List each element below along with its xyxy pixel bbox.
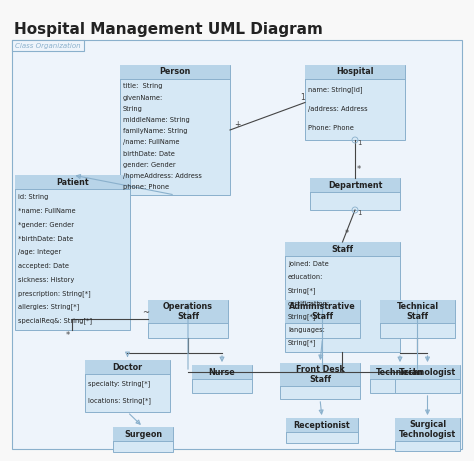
FancyBboxPatch shape	[370, 365, 430, 379]
Text: givenName:: givenName:	[123, 95, 163, 100]
Text: title:  String: title: String	[123, 83, 163, 89]
FancyBboxPatch shape	[286, 418, 358, 432]
Text: Front Desk
Staff: Front Desk Staff	[296, 365, 345, 384]
FancyBboxPatch shape	[113, 427, 173, 441]
Text: /age: Integer: /age: Integer	[18, 249, 61, 255]
FancyBboxPatch shape	[192, 365, 252, 379]
Text: *gender: Gender: *gender: Gender	[18, 222, 74, 228]
Text: *name: FullName: *name: FullName	[18, 208, 76, 214]
Text: prescription: String[*]: prescription: String[*]	[18, 290, 91, 297]
Text: birthDate: Date: birthDate: Date	[123, 151, 175, 157]
Text: 1: 1	[357, 210, 362, 216]
FancyBboxPatch shape	[395, 365, 460, 379]
Text: 1: 1	[300, 93, 305, 101]
FancyBboxPatch shape	[285, 242, 400, 256]
Text: Doctor: Doctor	[112, 362, 143, 372]
Text: Hospital Management UML Diagram: Hospital Management UML Diagram	[14, 22, 323, 37]
FancyBboxPatch shape	[192, 365, 252, 393]
FancyBboxPatch shape	[85, 360, 170, 412]
FancyBboxPatch shape	[280, 363, 360, 386]
Text: String[*]: String[*]	[288, 313, 317, 320]
Text: Surgeon: Surgeon	[124, 430, 162, 438]
FancyBboxPatch shape	[85, 360, 170, 374]
FancyBboxPatch shape	[148, 300, 228, 323]
Text: education:: education:	[288, 274, 323, 280]
Text: locations: String[*]: locations: String[*]	[88, 397, 151, 404]
Text: /name: FullName: /name: FullName	[123, 140, 180, 146]
FancyBboxPatch shape	[310, 178, 400, 192]
Text: Nurse: Nurse	[209, 367, 236, 377]
Text: accepted: Date: accepted: Date	[18, 263, 69, 269]
Text: phone: Phone: phone: Phone	[123, 184, 169, 190]
Text: /address: Address: /address: Address	[308, 106, 368, 112]
FancyBboxPatch shape	[380, 300, 455, 323]
Text: ~: ~	[142, 308, 149, 317]
Text: familyName: String: familyName: String	[123, 128, 188, 134]
Text: *: *	[65, 331, 70, 340]
FancyBboxPatch shape	[12, 40, 84, 51]
Text: Administrative
Staff: Administrative Staff	[289, 302, 356, 321]
FancyBboxPatch shape	[120, 65, 230, 195]
FancyBboxPatch shape	[305, 65, 405, 79]
Text: Technologist: Technologist	[399, 367, 456, 377]
Text: certification:: certification:	[288, 301, 330, 307]
Text: Hospital: Hospital	[336, 67, 374, 77]
Text: Surgical
Technologist: Surgical Technologist	[399, 420, 456, 439]
FancyBboxPatch shape	[370, 365, 430, 393]
Text: Phone: Phone: Phone: Phone	[308, 124, 354, 130]
FancyBboxPatch shape	[148, 300, 228, 338]
Text: name: String[id]: name: String[id]	[308, 86, 363, 93]
FancyBboxPatch shape	[15, 175, 130, 330]
FancyBboxPatch shape	[15, 175, 130, 189]
FancyBboxPatch shape	[310, 178, 400, 210]
FancyBboxPatch shape	[305, 65, 405, 140]
FancyBboxPatch shape	[285, 300, 360, 323]
Text: *: *	[357, 165, 361, 174]
FancyBboxPatch shape	[12, 40, 462, 449]
FancyBboxPatch shape	[120, 65, 230, 79]
Text: middleName: String: middleName: String	[123, 117, 190, 123]
Text: Patient: Patient	[56, 177, 89, 187]
Text: gender: Gender: gender: Gender	[123, 162, 176, 168]
Text: 1: 1	[357, 140, 362, 146]
FancyBboxPatch shape	[280, 363, 360, 399]
Text: Technician: Technician	[376, 367, 424, 377]
FancyBboxPatch shape	[113, 427, 173, 452]
Text: *: *	[345, 229, 349, 238]
Text: Staff: Staff	[331, 244, 354, 254]
FancyBboxPatch shape	[380, 300, 455, 338]
Text: languages:: languages:	[288, 327, 325, 333]
Text: id: String: id: String	[18, 195, 48, 201]
Text: Technical
Staff: Technical Staff	[396, 302, 438, 321]
Text: String[*]: String[*]	[288, 340, 317, 347]
Text: Receptionist: Receptionist	[294, 420, 350, 430]
Text: specialReq&: String[*]: specialReq&: String[*]	[18, 318, 92, 324]
Text: joined: Date: joined: Date	[288, 261, 329, 267]
FancyBboxPatch shape	[395, 418, 460, 441]
Text: specialty: String[*]: specialty: String[*]	[88, 380, 150, 387]
FancyBboxPatch shape	[285, 242, 400, 352]
Text: Person: Person	[159, 67, 191, 77]
FancyBboxPatch shape	[286, 418, 358, 443]
Text: Operations
Staff: Operations Staff	[163, 302, 213, 321]
Text: *birthDate: Date: *birthDate: Date	[18, 236, 73, 242]
Text: Class Organization: Class Organization	[15, 42, 81, 48]
FancyBboxPatch shape	[395, 418, 460, 451]
FancyBboxPatch shape	[285, 300, 360, 338]
Text: String[*]: String[*]	[288, 287, 317, 294]
Text: +: +	[234, 120, 240, 129]
Text: String: String	[123, 106, 143, 112]
FancyBboxPatch shape	[395, 365, 460, 393]
Text: /homeAddress: Address: /homeAddress: Address	[123, 173, 202, 179]
Text: sickness: History: sickness: History	[18, 277, 74, 283]
Text: Department: Department	[328, 181, 382, 189]
Text: allergies: String[*]: allergies: String[*]	[18, 304, 79, 310]
